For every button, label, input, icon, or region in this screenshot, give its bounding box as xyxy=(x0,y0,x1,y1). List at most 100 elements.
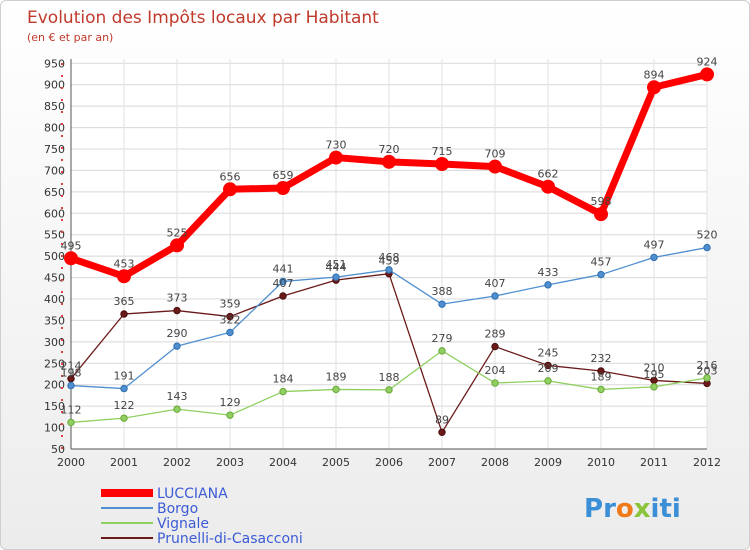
x-tick-label: 2007 xyxy=(428,456,456,469)
data-label: 457 xyxy=(591,256,612,269)
chart-title: Evolution des Impôts locaux par Habitant xyxy=(27,8,379,28)
data-point xyxy=(491,342,499,351)
data-point xyxy=(385,386,393,394)
y-tick-label: 800 xyxy=(44,122,65,135)
y-tick-label: 500 xyxy=(44,250,65,263)
data-label: 198 xyxy=(61,367,82,380)
data-label: 525 xyxy=(167,226,188,239)
data-label: 656 xyxy=(220,170,241,183)
data-point xyxy=(120,310,128,318)
x-tick-label: 2003 xyxy=(216,456,244,469)
y-tick-label: 900 xyxy=(44,79,65,92)
data-point xyxy=(594,207,608,222)
axes: 50 100 150 200 250 300 350 400 450 500 550 600 650 70… xyxy=(44,57,721,469)
data-point xyxy=(597,367,605,375)
y-tick-label: 450 xyxy=(44,272,65,285)
data-label: 433 xyxy=(538,266,559,279)
data-point xyxy=(385,266,393,274)
data-point xyxy=(491,379,499,387)
data-point xyxy=(544,377,552,385)
data-label: 216 xyxy=(697,359,718,372)
data-label: 598 xyxy=(591,195,612,208)
data-label: 204 xyxy=(485,364,506,377)
data-label: 709 xyxy=(485,148,506,161)
data-point xyxy=(279,292,287,300)
data-point xyxy=(382,154,396,169)
data-point xyxy=(170,238,184,253)
axis-marker xyxy=(61,87,63,89)
axis-marker xyxy=(61,111,63,113)
data-label: 495 xyxy=(61,239,82,252)
data-point xyxy=(117,269,131,284)
data-label: 497 xyxy=(644,238,665,251)
axis-marker xyxy=(61,411,63,413)
axis-marker xyxy=(61,219,63,221)
y-tick-label: 50 xyxy=(51,443,65,456)
data-label: 468 xyxy=(379,251,400,264)
axis-marker xyxy=(61,291,63,293)
data-label: 232 xyxy=(591,352,612,365)
legend-label: Prunelli-di-Casacconi xyxy=(157,531,303,547)
data-label: 189 xyxy=(591,370,612,383)
logo-letter: r xyxy=(603,494,616,524)
data-point xyxy=(67,418,75,427)
data-point xyxy=(488,159,502,174)
data-point xyxy=(544,281,552,289)
axis-marker xyxy=(61,267,63,269)
data-point xyxy=(597,385,605,394)
x-tick-label: 2011 xyxy=(640,456,668,469)
y-tick-label: 150 xyxy=(44,400,65,413)
data-point xyxy=(491,292,499,300)
data-label: 453 xyxy=(114,257,135,270)
axis-marker xyxy=(61,327,63,329)
y-tick-label: 650 xyxy=(44,186,65,199)
chart-subtitle: (en € et par an) xyxy=(27,31,113,44)
axis-marker xyxy=(61,387,63,389)
x-tick-label: 2009 xyxy=(534,456,562,469)
data-point xyxy=(226,411,234,419)
legend-label: Vignale xyxy=(157,516,209,532)
data-point xyxy=(332,385,340,394)
axis-marker xyxy=(61,447,63,449)
axis-marker xyxy=(61,63,63,65)
axis-marker xyxy=(61,423,63,425)
data-point xyxy=(279,277,287,286)
data-label: 129 xyxy=(220,396,241,409)
y-tick-label: 400 xyxy=(44,293,65,306)
x-tick-label: 2012 xyxy=(693,456,721,469)
data-label: 388 xyxy=(432,285,453,298)
axis-marker xyxy=(61,231,63,233)
data-label: 720 xyxy=(379,143,400,156)
data-point xyxy=(435,157,449,171)
data-label: 359 xyxy=(220,298,241,311)
data-point xyxy=(120,414,128,422)
data-label: 290 xyxy=(167,327,188,340)
legend: LUCCIANABorgoVignalePrunelli-di-Casaccon… xyxy=(101,486,303,547)
data-label: 203 xyxy=(697,364,718,377)
data-label: 407 xyxy=(485,277,506,290)
data-point xyxy=(438,300,446,308)
data-point xyxy=(650,383,658,391)
data-point xyxy=(226,328,234,337)
data-label: 520 xyxy=(697,229,718,242)
axis-marker xyxy=(61,255,63,257)
axis-marker xyxy=(61,183,63,185)
x-tick-label: 2010 xyxy=(587,456,615,469)
data-point xyxy=(332,273,340,281)
data-label: 659 xyxy=(273,169,294,182)
data-label: 730 xyxy=(326,139,347,152)
axis-marker xyxy=(61,399,63,401)
y-tick-label: 300 xyxy=(44,336,65,349)
data-label: 122 xyxy=(114,399,135,412)
data-point xyxy=(329,150,343,165)
x-tick-label: 2001 xyxy=(110,456,138,469)
data-label: 373 xyxy=(167,292,188,305)
logo-letter: i xyxy=(651,494,660,524)
y-tick-label: 700 xyxy=(44,164,65,177)
logo-letter: t xyxy=(659,494,671,524)
data-point xyxy=(541,179,555,194)
axis-marker xyxy=(61,135,63,137)
data-label: 210 xyxy=(644,361,665,374)
axis-marker xyxy=(61,363,63,365)
